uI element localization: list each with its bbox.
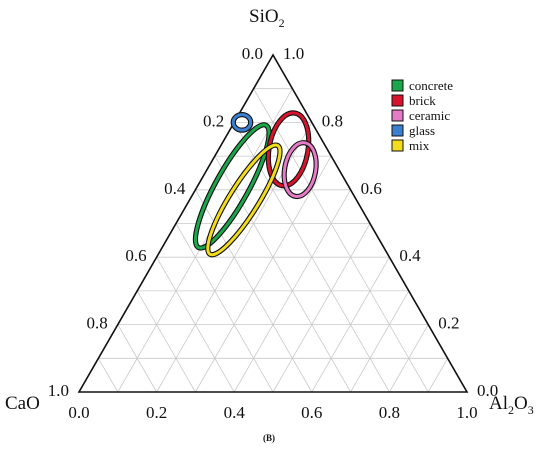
tick-right: 0.4 <box>399 246 421 265</box>
tick-left: 0.4 <box>164 179 186 198</box>
triangle-outline <box>77 53 469 393</box>
composition-fields <box>192 110 319 258</box>
tick-bottom: 0.4 <box>224 403 246 422</box>
tick-right: 0.8 <box>322 111 343 130</box>
legend-item-mix: mix <box>391 138 430 153</box>
tick-left: 0.2 <box>203 111 224 130</box>
field-mix <box>205 142 283 258</box>
legend-item-concrete: concrete <box>391 78 453 93</box>
grid-line-al2o3 <box>117 88 293 393</box>
legend-item-brick: brick <box>391 93 436 108</box>
tick-right: 1.0 <box>283 44 304 63</box>
vertex-label-top: SiO2 <box>249 6 285 30</box>
grid-line-cao <box>117 324 157 393</box>
legend-item-ceramic: ceramic <box>391 108 450 123</box>
tick-left: 0.6 <box>125 246 146 265</box>
tick-bottom: 0.6 <box>301 403 322 422</box>
tick-right: 0.0 <box>477 381 498 400</box>
tick-right: 0.6 <box>361 179 382 198</box>
grid-line-cao <box>156 257 235 393</box>
field-ellipse-mix <box>206 143 282 257</box>
grid-line-cao <box>253 88 429 393</box>
tick-left: 0.8 <box>87 314 108 333</box>
vertex-label-right: Al2O3 <box>489 393 534 417</box>
panel-label: (B) <box>263 433 275 443</box>
grid-line-al2o3 <box>272 223 371 393</box>
legend-label-ceramic: ceramic <box>409 108 450 123</box>
tick-bottom: 0.8 <box>379 403 400 422</box>
legend-swatch-brick <box>391 94 404 107</box>
legend-label-concrete: concrete <box>409 78 453 93</box>
field-glass <box>230 112 254 133</box>
tick-right: 0.2 <box>438 314 459 333</box>
legend-label-brick: brick <box>409 93 436 108</box>
tick-left: 0.0 <box>242 44 263 63</box>
tick-bottom: 0.2 <box>146 403 167 422</box>
field-ellipse-ceramic <box>282 141 318 198</box>
field-ceramic <box>281 140 319 200</box>
field-concrete <box>192 122 272 251</box>
legend-swatch-ceramic <box>391 109 404 122</box>
grid-line-al2o3 <box>350 290 410 393</box>
triangle-frame <box>77 53 469 393</box>
field-ellipse-glass <box>231 113 253 132</box>
vertex-label-left: CaO <box>5 393 40 414</box>
legend-item-glass: glass <box>391 123 435 138</box>
legend-swatch-glass <box>391 124 404 137</box>
grid-line-al2o3 <box>427 358 448 393</box>
tick-labels: 0.0 0.0 0.0 0.2 0.2 0.2 0.4 0.4 0.4 0.6 0.6 0.6 0.8 0… <box>48 44 499 422</box>
legend-swatch-mix <box>391 139 404 152</box>
grid-line-cao <box>136 290 196 393</box>
legend-label-glass: glass <box>409 123 435 138</box>
tick-left: 1.0 <box>48 381 69 400</box>
field-ellipse-concrete <box>193 123 271 250</box>
grid-line-cao <box>98 358 119 393</box>
tick-bottom: 0.0 <box>68 403 89 422</box>
grid-line-al2o3 <box>389 324 429 393</box>
legend-swatch-concrete <box>391 79 404 92</box>
legend-label-mix: mix <box>409 138 430 153</box>
grid-line-al2o3 <box>195 155 332 393</box>
grid-line-cao <box>175 223 274 393</box>
tick-bottom: 1.0 <box>456 403 477 422</box>
grid-line-al2o3 <box>311 257 390 393</box>
grid-line-cao <box>214 155 351 393</box>
